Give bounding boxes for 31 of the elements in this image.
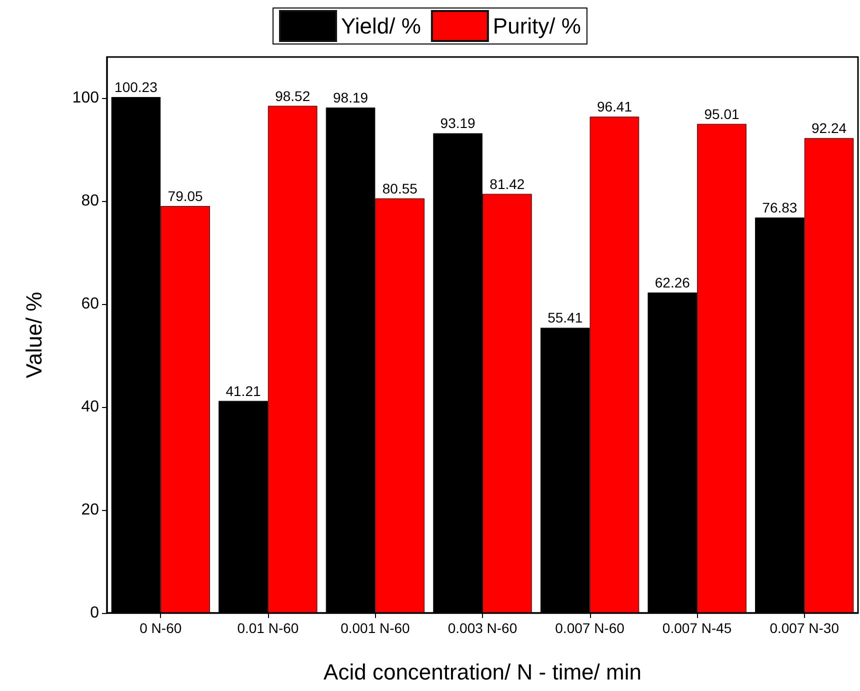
data-label: 79.05 [168, 188, 204, 204]
y-tick-label: 60 [81, 296, 100, 313]
data-label: 76.83 [762, 199, 798, 216]
data-label: 98.19 [333, 90, 368, 106]
x-tick-label: 0.007 N-60 [555, 620, 625, 636]
data-label: 96.41 [596, 98, 632, 115]
data-label: 92.24 [812, 120, 847, 136]
x-tick-label: 0.001 N-60 [340, 620, 410, 636]
data-label: 80.55 [382, 180, 418, 196]
y-tick-label: 100 [72, 90, 100, 107]
y-axis-title: Value/ % [22, 292, 46, 378]
y-tick-label: 20 [81, 502, 100, 519]
x-tick-label: 0.007 N-30 [770, 620, 840, 636]
data-label: 100.23 [114, 79, 158, 95]
x-axis-title: Acid concentration/ N - time/ min [324, 660, 642, 684]
data-label: 93.19 [440, 115, 476, 132]
data-label: 95.01 [704, 106, 740, 122]
legend-label: Purity/ % [492, 14, 581, 38]
y-tick-label: 0 [90, 604, 100, 622]
data-label: 55.41 [548, 310, 583, 326]
y-tick-label: 80 [81, 192, 100, 210]
x-tick-label: 0.007 N-45 [662, 620, 732, 636]
y-tick-label: 40 [81, 398, 100, 416]
x-tick-label: 0 N-60 [140, 620, 182, 636]
data-label: 41.21 [226, 382, 261, 399]
data-label: 81.42 [490, 176, 525, 192]
data-label: 98.52 [275, 88, 310, 104]
data-label: 62.26 [654, 274, 690, 290]
x-tick-label: 0.01 N-60 [237, 620, 299, 636]
x-tick-label: 0.003 N-60 [448, 620, 518, 636]
legend-label: Yield/ % [341, 14, 421, 38]
